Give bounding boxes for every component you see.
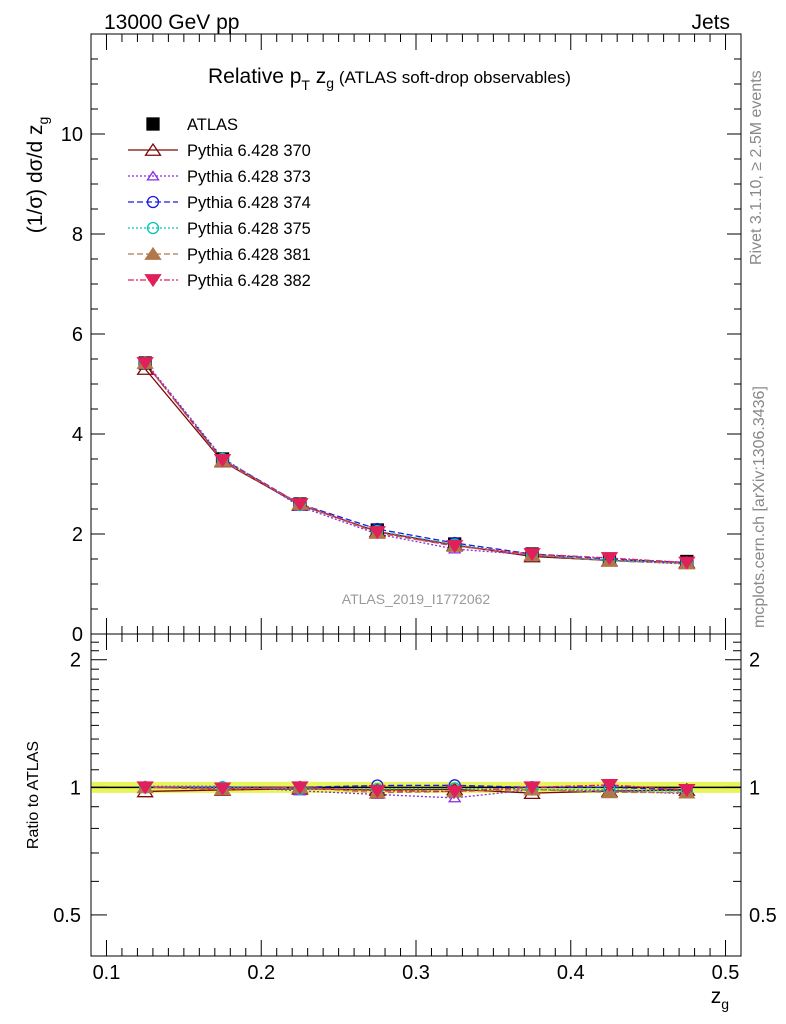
main-y-tick-label: 8 (72, 224, 83, 246)
header-process: Jets (691, 11, 730, 34)
main-y-tick-label: 10 (61, 124, 83, 146)
legend-label: Pythia 6.428 381 (187, 246, 311, 264)
main-x-ticks (90, 34, 727, 634)
ratio-uncertainty-band (91, 781, 741, 793)
main-series-point (136, 357, 154, 371)
legend-marker (146, 195, 160, 209)
legend-label: Pythia 6.428 374 (187, 194, 311, 212)
main-title-text: Relative p (208, 65, 301, 88)
legend-label: Pythia 6.428 370 (187, 142, 311, 160)
legend-marker (144, 246, 162, 260)
legend-marker (146, 170, 160, 181)
main-title-variable: z (310, 65, 326, 88)
legend-label: ATLAS (187, 116, 238, 134)
ratio-y-tick-label-right: 1 (749, 777, 760, 799)
main-series-layer (136, 355, 696, 570)
ratio-y-tick-label-right: 0.5 (749, 905, 777, 927)
main-series-line (144, 362, 687, 564)
x-tick-label: 0.1 (93, 962, 121, 984)
legend-label: Pythia 6.428 382 (187, 272, 311, 290)
legend-label: Pythia 6.428 373 (187, 168, 311, 186)
main-series-point (213, 454, 232, 468)
x-axis-label-text: z (711, 985, 722, 1008)
main-title: Relative pT zg (ATLAS soft-drop observab… (208, 65, 571, 93)
ratio-x-axis: 0.1 0.2 0.3 0.4 0.5 (90, 634, 740, 984)
main-series-point (291, 498, 309, 512)
main-series-line (144, 362, 687, 564)
mcplots-label: mcplots.cern.ch [arXiv:1306.3436] (751, 386, 768, 628)
x-tick-label: 0.4 (557, 962, 585, 984)
ratio-series-line (145, 786, 687, 794)
main-y-tick-label: 4 (72, 424, 83, 446)
main-series-point (445, 540, 464, 554)
ratio-y-tick-label: 0.5 (53, 905, 81, 927)
main-series-point (523, 548, 541, 562)
main-title-subscript: T (301, 77, 310, 93)
ratio-series-point (291, 781, 309, 795)
x-axis-label-subscript: g (721, 996, 729, 1012)
ratio-series-point (445, 785, 464, 799)
ratio-series-line (145, 785, 687, 799)
ratio-series-point (600, 779, 619, 793)
main-y-label-subscript: g (35, 117, 51, 125)
ratio-y-label: Ratio to ATLAS (25, 741, 42, 849)
legend-marker (144, 274, 162, 288)
main-series-line (144, 361, 687, 565)
main-series-line (144, 362, 687, 565)
ratio-series-point (447, 792, 462, 803)
main-y-axis: 0 2 4 6 8 10 (61, 58, 741, 646)
x-tick-label: 0.2 (247, 962, 275, 984)
ratio-y-tick-label: 1 (70, 777, 81, 799)
x-tick-label: 0.5 (712, 962, 740, 984)
main-series-line (144, 362, 687, 564)
ratio-y-label-group: Ratio to ATLAS (25, 741, 42, 849)
main-y-tick-label: 0 (72, 624, 83, 646)
legend-label: Pythia 6.428 375 (187, 220, 311, 238)
ratio-series-point (136, 781, 154, 795)
ratio-series-point (523, 781, 541, 795)
x-axis-label: zg (711, 985, 729, 1012)
main-series-point (368, 526, 387, 540)
x-tick-label: 0.3 (402, 962, 430, 984)
ratio-y-tick-label: 2 (70, 650, 81, 672)
main-y-label-group: (1/σ) dσ/d zg (24, 117, 51, 234)
analysis-watermark: ATLAS_2019_I1772062 (342, 591, 491, 607)
main-y-label-text: (1/σ) dσ/d z (24, 125, 47, 234)
main-y-label: (1/σ) dσ/d zg (24, 117, 51, 234)
main-title-subscript-2: g (326, 75, 334, 91)
ratio-plot-frame (90, 633, 742, 957)
ratio-series-point (368, 784, 387, 799)
legend-marker (146, 221, 160, 235)
ratio-series-point (678, 784, 696, 798)
legend-marker (144, 142, 162, 156)
header-energy: 13000 GeV pp (104, 11, 239, 34)
legend: ATLAS Pythia 6.428 370 Pythia 6.428 373 Pyt… (128, 116, 311, 290)
legend-marker (146, 117, 160, 131)
rivet-label-group: Rivet 3.1.10, ≥ 2.5M events (748, 70, 765, 265)
main-y-tick-label: 2 (72, 524, 83, 546)
ratio-y-axis: 0.5 0.5 1 1 2 2 (53, 641, 777, 927)
ratio-y-tick-label-right: 2 (749, 650, 760, 672)
mcplots-label-group: mcplots.cern.ch [arXiv:1306.3436] (751, 386, 768, 628)
ratio-series-layer (136, 779, 696, 803)
main-title-tail: (ATLAS soft-drop observables) (334, 68, 571, 87)
main-y-tick-label: 6 (72, 324, 83, 346)
ratio-series-line (145, 784, 687, 791)
main-series-point (600, 552, 619, 566)
main-series-point (678, 556, 696, 570)
rivet-version-label: Rivet 3.1.10, ≥ 2.5M events (748, 70, 765, 265)
ratio-series-point (213, 782, 232, 796)
